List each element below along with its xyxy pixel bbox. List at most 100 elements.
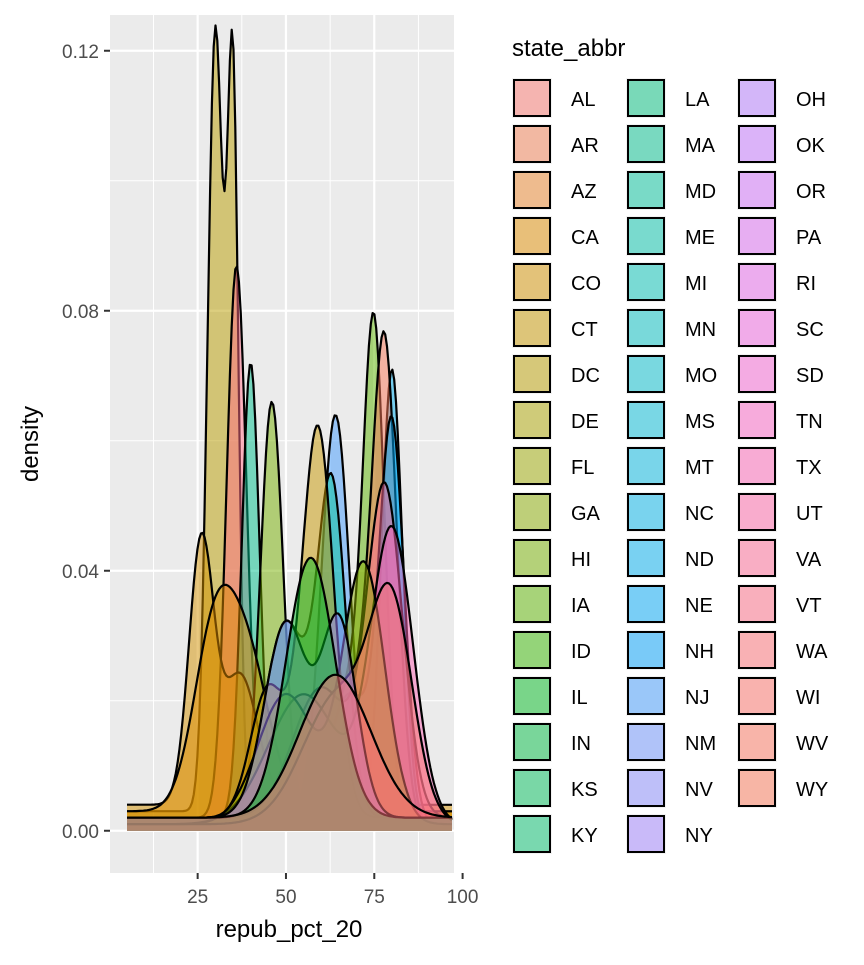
legend-item-mn: MN bbox=[626, 308, 716, 348]
legend-label: OH bbox=[796, 89, 826, 111]
legend-key-swatch bbox=[513, 493, 551, 531]
density-series-wa bbox=[127, 673, 453, 831]
legend-item-mi: MI bbox=[626, 262, 707, 302]
legend-key-swatch bbox=[627, 171, 665, 209]
legend-label: MS bbox=[685, 411, 715, 433]
x-tick-label: 75 bbox=[364, 887, 385, 908]
legend-label: IL bbox=[571, 687, 588, 709]
legend-item-wa: WA bbox=[737, 630, 828, 670]
legend-label: NC bbox=[685, 503, 714, 525]
legend-key-swatch bbox=[627, 631, 665, 669]
legend-label: KY bbox=[571, 825, 598, 847]
legend-item-co: CO bbox=[512, 262, 601, 302]
legend-item-ga: GA bbox=[512, 492, 601, 532]
legend-key-swatch bbox=[627, 125, 665, 163]
legend-key-swatch bbox=[627, 79, 665, 117]
legend-label: MI bbox=[685, 273, 707, 295]
legend-item-oh: OH bbox=[737, 78, 826, 118]
legend-item-ut: UT bbox=[737, 492, 823, 532]
legend-item-nh: NH bbox=[626, 630, 714, 670]
legend-key-swatch bbox=[513, 355, 551, 393]
legend-key-swatch bbox=[513, 631, 551, 669]
legend-label: ID bbox=[571, 641, 591, 663]
y-tick-label: 0.04 bbox=[62, 562, 99, 583]
legend-label: SC bbox=[796, 319, 824, 341]
legend-key-swatch bbox=[738, 263, 776, 301]
legend-item-wy: WY bbox=[737, 768, 828, 808]
legend-item-il: IL bbox=[512, 676, 588, 716]
legend-label: AZ bbox=[571, 181, 597, 203]
legend-item-ny: NY bbox=[626, 814, 713, 854]
y-tick-label: 0.08 bbox=[62, 302, 99, 323]
legend-label: ME bbox=[685, 227, 715, 249]
legend-item-hi: HI bbox=[512, 538, 591, 578]
legend-key-swatch bbox=[627, 677, 665, 715]
legend-label: KS bbox=[571, 779, 598, 801]
legend-item-tx: TX bbox=[737, 446, 822, 486]
legend-item-wv: WV bbox=[737, 722, 829, 762]
legend-item-ca: CA bbox=[512, 216, 599, 256]
legend-item-ks: KS bbox=[512, 768, 598, 808]
legend-key-swatch bbox=[627, 815, 665, 853]
legend-key-swatch bbox=[738, 631, 776, 669]
legend-title: state_abbr bbox=[512, 35, 625, 62]
legend-key-swatch bbox=[738, 401, 776, 439]
legend-key-swatch bbox=[513, 125, 551, 163]
density-curves bbox=[127, 24, 453, 831]
legend-key-swatch bbox=[627, 217, 665, 255]
legend-label: AL bbox=[571, 89, 595, 111]
legend-key-swatch bbox=[738, 79, 776, 117]
legend-key-swatch bbox=[513, 677, 551, 715]
legend-item-va: VA bbox=[737, 538, 822, 578]
legend-label: IA bbox=[571, 595, 591, 617]
legend: AL AR AZ CA CO CT DC DE FL GA HI IA ID IL IN KS KY LA MA MD… bbox=[512, 78, 829, 854]
density-area-ca bbox=[127, 584, 452, 831]
legend-item-wi: WI bbox=[737, 676, 820, 716]
density-area-il bbox=[127, 557, 452, 831]
legend-key-swatch bbox=[738, 539, 776, 577]
legend-label: FL bbox=[571, 457, 594, 479]
legend-label: WI bbox=[796, 687, 820, 709]
legend-label: DC bbox=[571, 365, 600, 387]
legend-key-swatch bbox=[513, 539, 551, 577]
legend-label: WV bbox=[796, 733, 829, 755]
legend-label: IN bbox=[571, 733, 591, 755]
legend-label: VT bbox=[796, 595, 822, 617]
legend-key-swatch bbox=[513, 309, 551, 347]
legend-key-swatch bbox=[627, 401, 665, 439]
y-tick-label: 0.12 bbox=[62, 42, 99, 63]
legend-label: UT bbox=[796, 503, 823, 525]
legend-label: DE bbox=[571, 411, 599, 433]
legend-key-swatch bbox=[738, 723, 776, 761]
legend-key-swatch bbox=[627, 539, 665, 577]
legend-label: ND bbox=[685, 549, 714, 571]
legend-item-nd: ND bbox=[626, 538, 714, 578]
legend-label: MA bbox=[685, 135, 716, 157]
legend-key-swatch bbox=[627, 585, 665, 623]
legend-item-de: DE bbox=[512, 400, 599, 440]
legend-item-ia: IA bbox=[512, 584, 591, 624]
legend-label: HI bbox=[571, 549, 591, 571]
legend-item-md: MD bbox=[626, 170, 716, 210]
legend-label: NM bbox=[685, 733, 716, 755]
legend-key-swatch bbox=[513, 585, 551, 623]
legend-key-swatch bbox=[513, 217, 551, 255]
legend-key-swatch bbox=[513, 815, 551, 853]
legend-item-ok: OK bbox=[737, 124, 826, 164]
legend-label: NY bbox=[685, 825, 713, 847]
legend-key-swatch bbox=[513, 401, 551, 439]
legend-label: LA bbox=[685, 89, 710, 111]
legend-label: CO bbox=[571, 273, 601, 295]
legend-label: MN bbox=[685, 319, 716, 341]
legend-item-vt: VT bbox=[737, 584, 822, 624]
legend-label: SD bbox=[796, 365, 824, 387]
density-line-wa bbox=[127, 673, 453, 819]
legend-key-swatch bbox=[738, 769, 776, 807]
legend-item-fl: FL bbox=[512, 446, 594, 486]
legend-item-ne: NE bbox=[626, 584, 713, 624]
legend-item-nm: NM bbox=[626, 722, 716, 762]
legend-item-ar: AR bbox=[512, 124, 599, 164]
legend-item-nj: NJ bbox=[626, 676, 709, 716]
legend-item-or: OR bbox=[737, 170, 826, 210]
